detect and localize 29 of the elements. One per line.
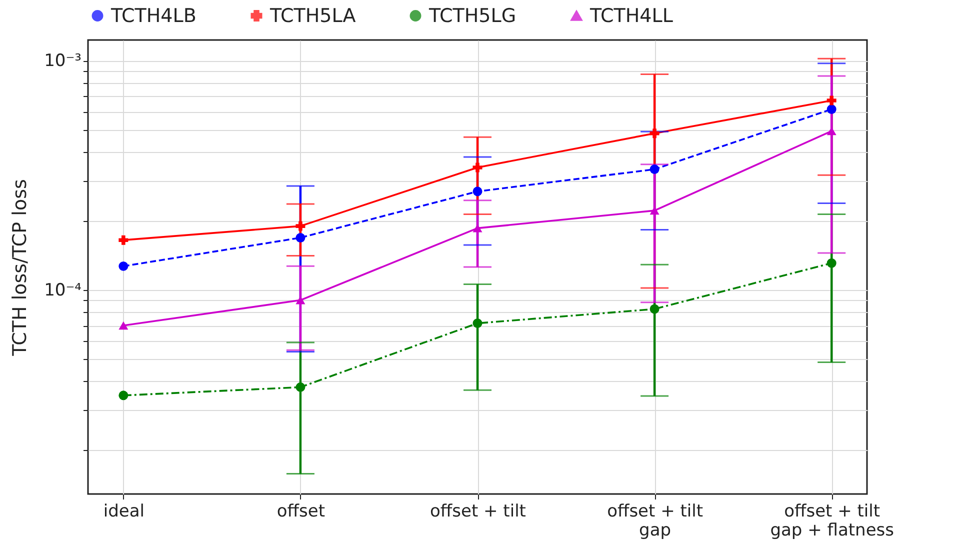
point (296, 221, 306, 231)
x-tick-label: offset + tilt gap (607, 502, 704, 540)
point (472, 162, 482, 172)
y-tick-label: 10⁻³ (44, 51, 82, 72)
point (826, 96, 836, 106)
point (118, 390, 128, 400)
point (472, 318, 482, 328)
point (118, 321, 128, 330)
point (650, 128, 660, 138)
point (118, 261, 128, 271)
x-tick-label: ideal (103, 502, 144, 522)
point (296, 296, 306, 304)
point (650, 304, 660, 314)
point (826, 258, 836, 268)
point (650, 164, 660, 174)
point (826, 104, 836, 114)
legend-label: TCTH4LB (110, 4, 196, 27)
x-tick-label: offset + tilt (430, 502, 526, 522)
point (472, 186, 482, 196)
legend-label: TCTH4LL (589, 4, 674, 27)
point (296, 382, 306, 392)
point (118, 235, 128, 245)
legend-label: TCTH5LA (269, 4, 356, 27)
legend-label: TCTH5LG (428, 4, 516, 27)
x-tick-label: offset + tilt gap + flatness (770, 502, 894, 540)
x-tick-label: offset (276, 502, 326, 522)
y-axis-title: TCTH loss/TCP loss (9, 179, 32, 357)
point (296, 232, 306, 242)
y-tick-label: 10⁻⁴ (44, 280, 82, 300)
